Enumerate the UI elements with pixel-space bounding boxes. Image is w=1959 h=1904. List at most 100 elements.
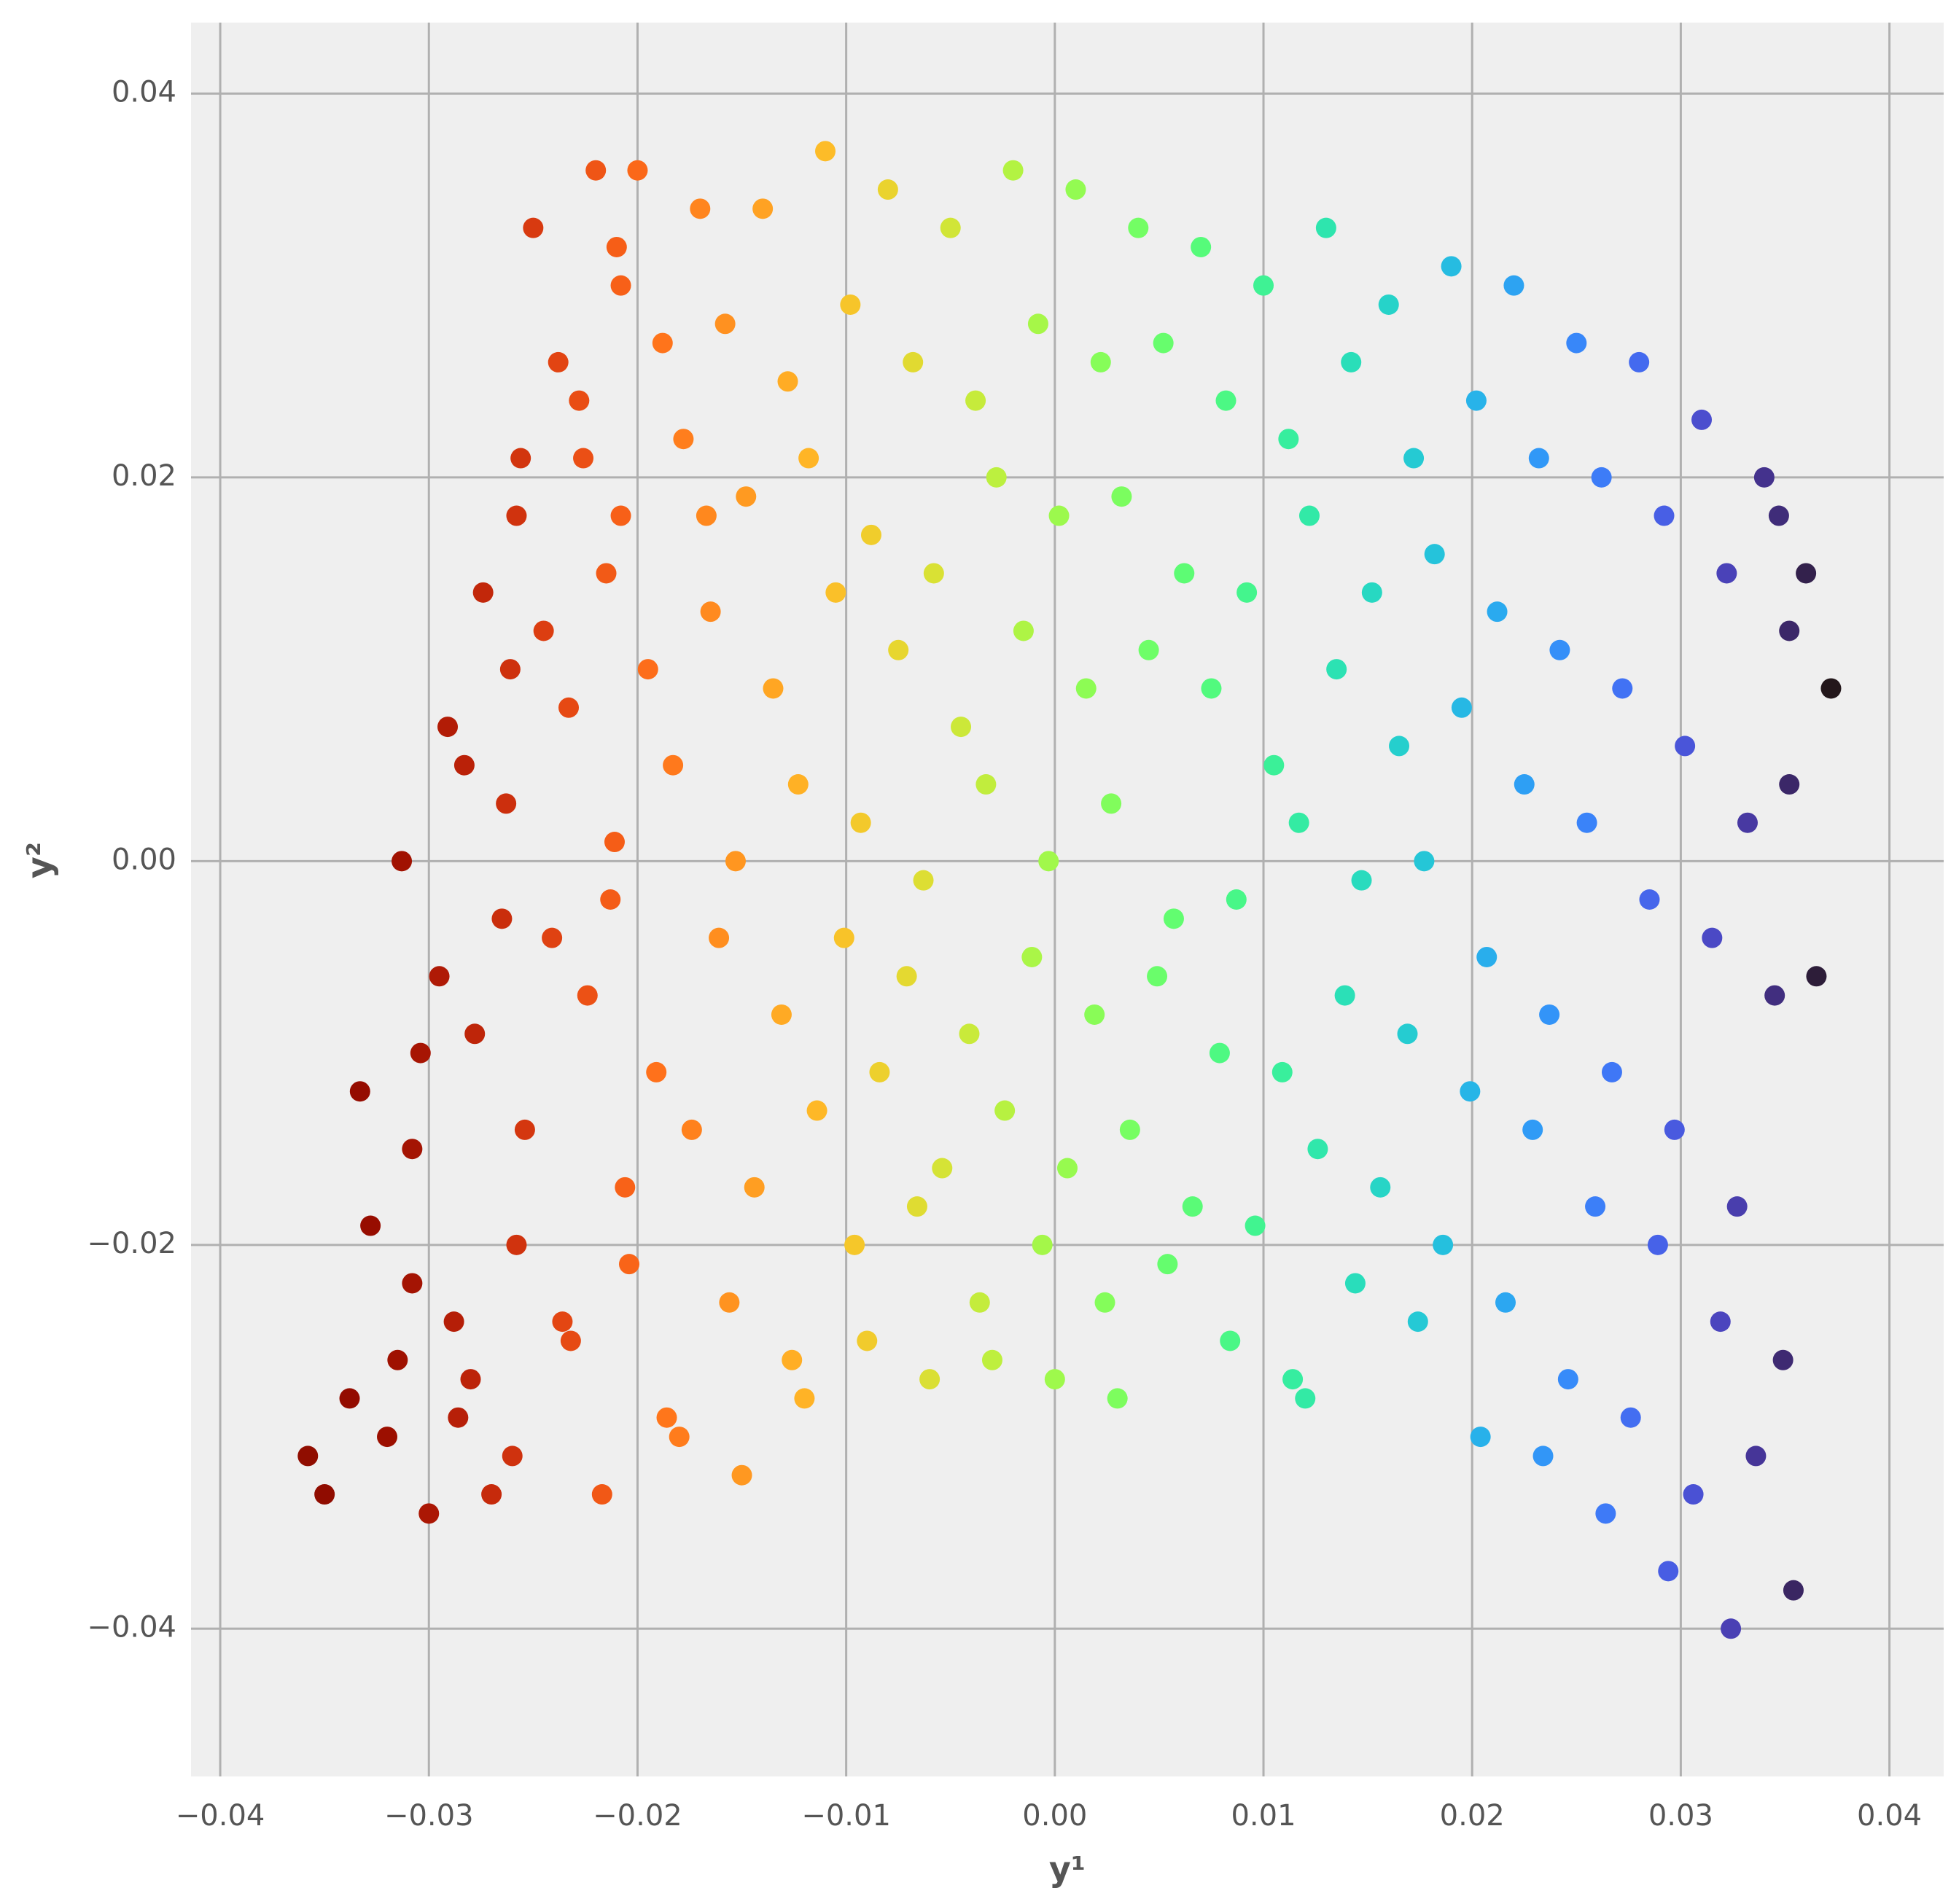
x-tick-label: 0.00 [1022, 1799, 1087, 1833]
scatter-point [1407, 1311, 1428, 1333]
scatter-point [627, 160, 648, 181]
x-tick-label: −0.04 [176, 1799, 265, 1833]
scatter-point [499, 659, 521, 680]
scatter-point [1441, 256, 1462, 277]
scatter-point [777, 371, 798, 392]
scatter-point [314, 1484, 335, 1505]
scatter-point [443, 1311, 464, 1333]
scatter-point [1702, 927, 1723, 948]
scatter-point [610, 275, 631, 296]
y-tick-label: 0.04 [112, 75, 176, 109]
scatter-point [418, 1503, 440, 1524]
scatter-point [1351, 870, 1372, 891]
scatter-point [1726, 1196, 1748, 1217]
scatter-point [1528, 448, 1549, 469]
scatter-point [1737, 812, 1758, 833]
scatter-point [1465, 390, 1487, 411]
scatter-point [1220, 1330, 1241, 1351]
scatter-point [1344, 1273, 1366, 1294]
scatter-point [833, 927, 854, 948]
scatter-point [377, 1427, 398, 1448]
scatter-point [600, 889, 621, 910]
scatter-point [919, 1369, 940, 1390]
scatter-point [850, 812, 871, 833]
scatter-point [573, 448, 594, 469]
scatter-point [1128, 217, 1149, 238]
scatter-point [1157, 1254, 1178, 1275]
scatter-point [656, 1407, 677, 1428]
scatter-point [1027, 313, 1048, 335]
scatter-point [714, 313, 736, 335]
scatter-point [1263, 754, 1285, 776]
scatter-point [472, 582, 494, 603]
scatter-point [1048, 505, 1070, 526]
scatter-point [696, 505, 717, 526]
scatter-point [1094, 1292, 1115, 1313]
scatter-point [1414, 851, 1435, 872]
y-tick-label: 0.02 [112, 459, 176, 493]
scatter-point [1215, 390, 1236, 411]
scatter-point [1119, 1119, 1140, 1140]
scatter-point [1721, 1618, 1742, 1639]
scatter-point [1716, 563, 1737, 584]
scatter-point [1470, 1427, 1491, 1448]
scatter-point [1191, 236, 1212, 257]
scatter-point [1315, 217, 1336, 238]
scatter-point [1378, 294, 1399, 315]
scatter-point [506, 1234, 527, 1255]
scatter-point [869, 1061, 890, 1082]
scatter-point [1539, 1004, 1560, 1025]
scatter-point [1245, 1215, 1266, 1236]
scatter-point [1779, 620, 1800, 641]
scatter-point [1658, 1561, 1679, 1582]
scatter-point [410, 1042, 431, 1064]
scatter-point [523, 217, 544, 238]
scatter-point [1253, 275, 1274, 296]
scatter-point [533, 620, 554, 641]
scatter-point [1639, 889, 1660, 910]
scatter-point [1403, 448, 1425, 469]
scatter-point [506, 505, 527, 526]
scatter-point [1147, 966, 1168, 987]
scatter-point [1013, 620, 1034, 641]
x-tick-label: −0.03 [384, 1799, 474, 1833]
scatter-point [1557, 1369, 1578, 1390]
scatter-point [844, 1234, 865, 1255]
y-tick-label: −0.04 [87, 1610, 176, 1644]
scatter-point [464, 1023, 486, 1045]
scatter-point [1566, 332, 1587, 354]
scatter-point [1476, 946, 1498, 967]
scatter-point [514, 1119, 535, 1140]
scatter-point [725, 851, 746, 872]
scatter-point [903, 351, 924, 372]
scatter-point [1647, 1234, 1668, 1255]
scatter-point [806, 1100, 827, 1121]
scatter-point [1433, 1234, 1454, 1255]
scatter-point [1065, 179, 1086, 200]
scatter-point [752, 198, 774, 219]
scatter-point [888, 639, 909, 660]
scatter-point [1209, 1042, 1230, 1064]
scatter-point [548, 351, 569, 372]
scatter-point [951, 717, 972, 738]
scatter-point [1424, 544, 1445, 565]
scatter-point [360, 1215, 381, 1236]
scatter-point [1057, 1158, 1078, 1179]
scatter-point [994, 1100, 1016, 1121]
scatter-point [669, 1427, 690, 1448]
scatter-point [969, 1292, 990, 1313]
scatter-point [1487, 601, 1508, 623]
scatter-point [552, 1311, 573, 1333]
scatter-point [1002, 160, 1024, 181]
scatter-point [1745, 1445, 1767, 1467]
scatter-point [787, 774, 809, 795]
scatter-point [1044, 1369, 1065, 1390]
scatter-point [771, 1004, 792, 1025]
scatter-point [1629, 351, 1650, 372]
scatter-point [652, 332, 673, 354]
scatter-point [481, 1484, 502, 1505]
scatter-point [719, 1292, 740, 1313]
scatter-point [1295, 1388, 1316, 1409]
scatter-point [1236, 582, 1258, 603]
